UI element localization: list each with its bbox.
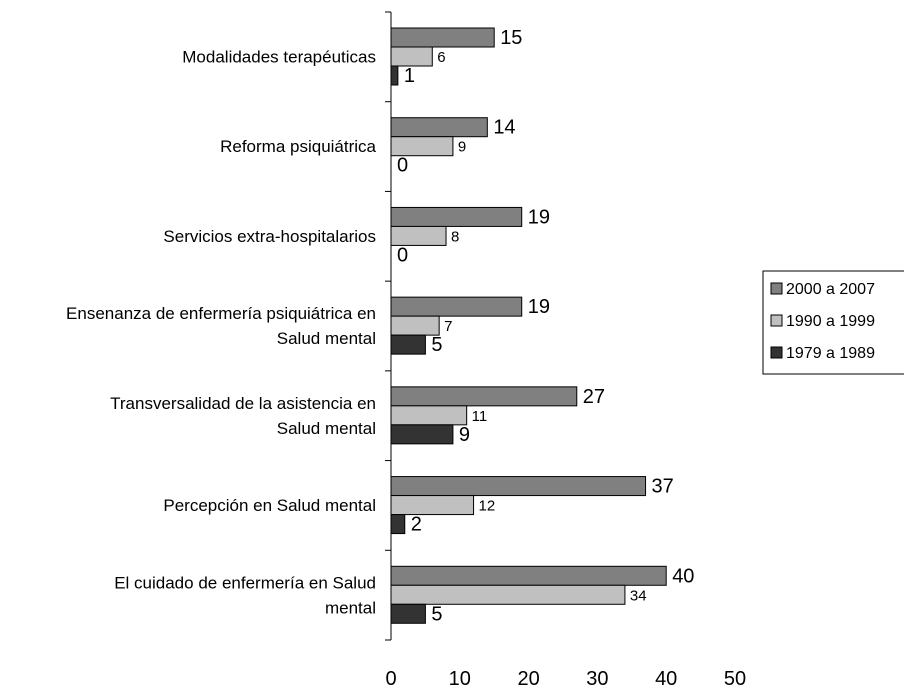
data-label: 2 (411, 514, 422, 536)
category-label: El cuidado de enfermería en Salud (114, 573, 376, 592)
x-tick-label: 30 (586, 668, 608, 689)
bar (391, 207, 522, 226)
data-label: 0 (397, 244, 408, 266)
category-label: Servicios extra-hospitalarios (163, 227, 376, 246)
category-label: Ensenanza de enfermería psiquiátrica en (66, 304, 376, 323)
data-label: 5 (431, 603, 442, 625)
labels-group: Modalidades terapéuticas 15 6 1 Reforma psiq… (66, 27, 694, 625)
legend-label: 2000 a 2007 (786, 281, 875, 298)
bar (391, 496, 474, 515)
data-label: 15 (500, 27, 522, 49)
category-label: Reforma psiquiátrica (220, 137, 376, 156)
category-label: Modalidades terapéuticas (182, 48, 376, 67)
data-label: 6 (437, 49, 445, 66)
data-label: 7 (444, 318, 452, 335)
data-label: 11 (472, 408, 488, 425)
data-label: 8 (451, 228, 459, 245)
legend-swatch (771, 315, 782, 326)
data-label: 5 (431, 334, 442, 356)
data-label: 12 (479, 498, 496, 515)
bar (391, 137, 453, 156)
bar (391, 585, 625, 604)
legend-swatch (771, 347, 782, 358)
category-label: mental (325, 598, 376, 617)
data-label: 19 (528, 206, 550, 228)
bar (391, 425, 453, 444)
data-label: 37 (652, 476, 674, 498)
data-label: 9 (458, 139, 466, 156)
bar (391, 335, 425, 354)
data-label: 34 (630, 587, 647, 604)
bar (391, 566, 666, 585)
bar (391, 118, 487, 137)
x-tick-label: 20 (517, 668, 539, 689)
bar (391, 406, 467, 425)
x-tick-label: 50 (724, 668, 746, 689)
bar (391, 66, 398, 85)
bar (391, 297, 522, 316)
bar (391, 477, 646, 496)
bar (391, 28, 494, 47)
x-tick-label: 40 (655, 668, 677, 689)
bar (391, 604, 425, 623)
category-label: Transversalidad de la asistencia en (110, 394, 376, 413)
legend-label: 1979 a 1989 (786, 345, 875, 362)
bars-group (391, 28, 666, 623)
bar (391, 47, 432, 66)
data-label: 19 (528, 296, 550, 318)
bar (391, 226, 446, 245)
data-label: 27 (583, 386, 605, 408)
data-label: 0 (397, 155, 408, 177)
x-tick-label: 0 (385, 668, 396, 689)
category-label: Percepción en Salud mental (163, 496, 376, 515)
legend: 2000 a 2007 1990 a 1999 1979 a 1989 (763, 271, 904, 374)
x-tick-label: 10 (449, 668, 471, 689)
bar (391, 515, 405, 534)
data-label: 1 (404, 65, 415, 87)
data-label: 9 (459, 424, 470, 446)
category-label: Salud mental (277, 419, 376, 438)
legend-swatch (771, 283, 782, 294)
bar (391, 316, 439, 335)
category-label: Salud mental (277, 329, 376, 348)
legend-label: 1990 a 1999 (786, 313, 875, 330)
data-label: 40 (672, 565, 694, 587)
data-label: 14 (493, 117, 515, 139)
bar (391, 387, 577, 406)
